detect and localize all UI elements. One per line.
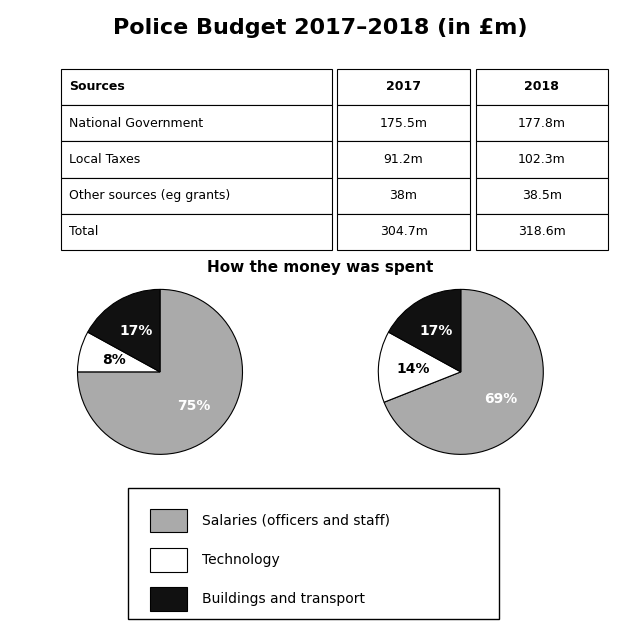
- Text: 69%: 69%: [484, 392, 517, 406]
- Text: Buildings and transport: Buildings and transport: [202, 592, 365, 606]
- Bar: [337, 105, 470, 141]
- Text: 8%: 8%: [102, 353, 125, 367]
- Bar: [150, 588, 188, 611]
- Wedge shape: [77, 332, 160, 372]
- Wedge shape: [384, 289, 543, 454]
- Wedge shape: [77, 289, 243, 454]
- Text: Police Budget 2017–2018 (in £m): Police Budget 2017–2018 (in £m): [113, 18, 527, 38]
- Text: 175.5m: 175.5m: [380, 117, 428, 129]
- Bar: [61, 214, 332, 250]
- Text: 2018: 2018: [524, 81, 559, 93]
- Text: 38.5m: 38.5m: [522, 189, 562, 202]
- Bar: [61, 69, 332, 105]
- Bar: [61, 105, 332, 141]
- Text: 2018: 2018: [438, 491, 484, 509]
- Text: 75%: 75%: [177, 399, 211, 412]
- Text: 17%: 17%: [420, 324, 453, 338]
- Text: Other sources (eg grants): Other sources (eg grants): [69, 189, 230, 202]
- Bar: [150, 509, 188, 532]
- Wedge shape: [388, 289, 461, 372]
- Text: 91.2m: 91.2m: [383, 153, 424, 166]
- Text: 318.6m: 318.6m: [518, 226, 566, 238]
- Text: Total: Total: [69, 226, 99, 238]
- Bar: [61, 177, 332, 214]
- Text: 17%: 17%: [119, 324, 152, 338]
- Bar: [61, 141, 332, 177]
- Text: 177.8m: 177.8m: [518, 117, 566, 129]
- Text: Salaries (officers and staff): Salaries (officers and staff): [202, 513, 390, 528]
- Bar: [476, 69, 608, 105]
- Bar: [337, 214, 470, 250]
- Bar: [337, 177, 470, 214]
- Bar: [337, 141, 470, 177]
- Text: Sources: Sources: [69, 81, 125, 93]
- Bar: [476, 105, 608, 141]
- Text: 2017: 2017: [386, 81, 421, 93]
- Text: How the money was spent: How the money was spent: [207, 260, 433, 275]
- Text: 2017: 2017: [137, 491, 183, 509]
- Wedge shape: [88, 289, 160, 372]
- Text: 102.3m: 102.3m: [518, 153, 566, 166]
- Text: 38m: 38m: [390, 189, 417, 202]
- Wedge shape: [378, 332, 461, 402]
- Bar: [150, 548, 188, 571]
- Text: Local Taxes: Local Taxes: [69, 153, 141, 166]
- Bar: [337, 69, 470, 105]
- Text: 14%: 14%: [396, 362, 430, 376]
- Bar: [476, 141, 608, 177]
- Text: 304.7m: 304.7m: [380, 226, 428, 238]
- Text: National Government: National Government: [69, 117, 204, 129]
- Bar: [476, 177, 608, 214]
- Text: Technology: Technology: [202, 552, 280, 567]
- Bar: [476, 214, 608, 250]
